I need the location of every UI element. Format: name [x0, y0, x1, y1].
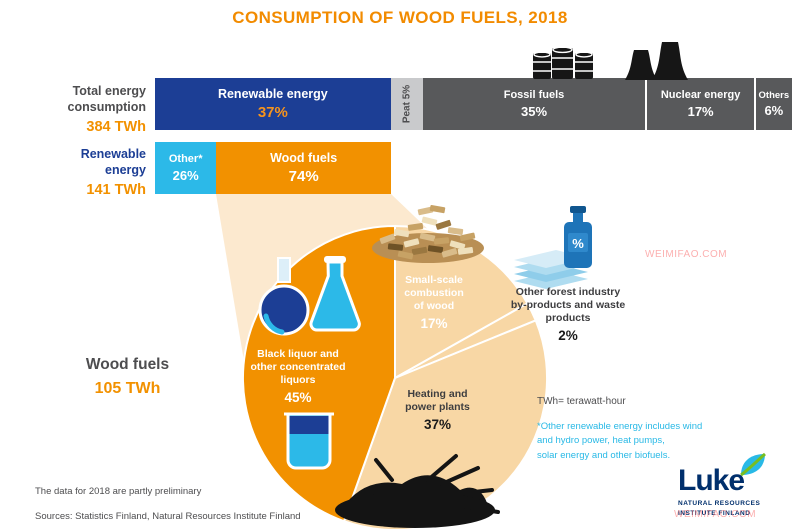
segment-label: Fossil fuels: [503, 88, 565, 101]
renewable-energy-bar: Other* 26% Wood fuels 74%: [155, 142, 391, 194]
segment-label: Other*: [168, 152, 203, 165]
total-energy-label: Total energy consumption 384 TWh: [18, 84, 146, 135]
cooling-towers-icon: [625, 42, 688, 80]
other-renewable-note: *Other renewable energy includes wind an…: [537, 421, 703, 461]
segment-pct: 26%: [172, 168, 199, 184]
pie-label-heating: Heating and power plants 37%: [405, 388, 470, 433]
wood-chips-icon: [372, 204, 484, 263]
segment-other-renewable: Other* 26%: [155, 142, 217, 194]
leaf-icon: [740, 452, 766, 477]
wood-fuels-value: 105 TWh: [94, 380, 161, 397]
segment-pct: 6%: [764, 103, 784, 119]
segment-pct: 37%: [257, 104, 288, 121]
pie-label-other-forest: Other forest industry by-products and wa…: [510, 286, 626, 344]
segment-renewable-energy: Renewable energy 37%: [155, 78, 391, 130]
watermark: WEIMIFAO.COM: [674, 509, 757, 520]
luke-logo-text: Luke: [678, 464, 745, 497]
oil-barrels-icon: [533, 46, 593, 79]
renewable-energy-value: 141 TWh: [86, 182, 146, 199]
pie-label-black-liquor: Black liquor and other concentrated liqu…: [250, 348, 346, 406]
wood-fuels-label: Wood fuels 105 TWh: [55, 356, 200, 398]
segment-pct: 74%: [288, 168, 319, 185]
twh-note: TWh= terawatt-hour: [537, 396, 626, 407]
preliminary-note: The data for 2018 are partly preliminary: [35, 486, 202, 497]
percent-glyph: %: [572, 236, 584, 251]
total-energy-value: 384 TWh: [86, 119, 146, 136]
wood-pile-icon: [335, 454, 500, 528]
chemical-bottle-icon: %: [514, 206, 592, 289]
segment-fossil-fuels: Fossil fuels 35%: [422, 78, 646, 130]
segment-label: Peat 5%: [401, 84, 413, 124]
sources-note: Sources: Statistics Finland, Natural Res…: [35, 511, 301, 522]
bottle-icon: %: [564, 206, 592, 268]
segment-label: Renewable energy: [217, 87, 328, 101]
segment-label: Nuclear energy: [660, 88, 741, 101]
total-energy-bar: Renewable energy 37% Peat 5% Fossil fuel…: [155, 78, 792, 130]
chart-title: CONSUMPTION OF WOOD FUELS, 2018: [232, 8, 568, 27]
segment-peat: Peat 5%: [390, 78, 423, 130]
beaker-icon: [284, 412, 334, 470]
segment-others: Others 6%: [753, 78, 792, 130]
segment-nuclear-energy: Nuclear energy 17%: [645, 78, 754, 130]
flask-icons: [258, 256, 361, 336]
logo-subtitle: NATURAL RESOURCES INSTITUTE FINLAND: [678, 500, 761, 518]
watermark: WEIMIFAO.COM: [645, 249, 728, 260]
segment-label: Wood fuels: [270, 151, 338, 165]
pie-label-small-scale: Small-scale combustion of wood 17%: [404, 274, 464, 332]
segment-label: Others: [758, 89, 790, 101]
luke-logo: Luke NATURAL RESOURCES INSTITUTE FINLAND: [678, 466, 760, 520]
segment-pct: 17%: [687, 104, 714, 120]
segment-wood-fuels: Wood fuels 74%: [216, 142, 391, 194]
segment-pct: 35%: [520, 104, 548, 120]
renewable-energy-label: Renewable energy 141 TWh: [18, 147, 146, 198]
